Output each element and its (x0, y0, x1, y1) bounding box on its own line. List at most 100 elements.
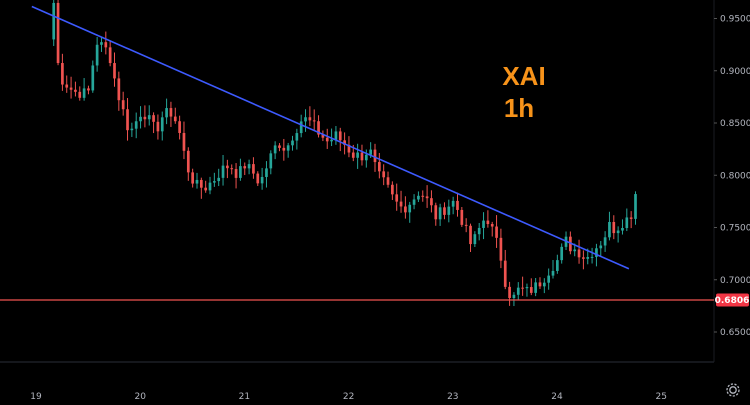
candle-body (477, 227, 481, 235)
candle-body (621, 227, 624, 231)
candle-body (573, 249, 577, 252)
candle-body (295, 133, 299, 141)
candle-body (199, 179, 203, 188)
candle-body (160, 117, 164, 132)
candle-body (273, 145, 277, 154)
candle-body (117, 78, 121, 101)
candle-body (351, 152, 355, 158)
candle-body (460, 209, 464, 225)
candle-body (321, 134, 325, 138)
candle-body (74, 89, 77, 92)
candle-body (56, 2, 60, 64)
candle-body (182, 132, 186, 151)
candle-body (538, 282, 542, 287)
candle-body (608, 221, 611, 238)
candle-body (382, 171, 386, 178)
candle-body (595, 248, 598, 257)
candle-body (399, 201, 403, 207)
candle-body (104, 42, 108, 48)
candle-body (334, 131, 338, 140)
candle-body (113, 63, 116, 79)
candle-body (186, 150, 190, 173)
candle-body (404, 206, 407, 213)
candle-body (108, 47, 112, 64)
candle-body (100, 42, 103, 45)
candle-body (243, 166, 247, 169)
candle-body (625, 217, 629, 228)
candle-body (347, 144, 351, 153)
candle-body (61, 63, 64, 85)
current-price-tag: 0.6806 (715, 293, 750, 307)
candle-body (386, 177, 390, 185)
candle-body (512, 294, 516, 299)
descending-trendline[interactable] (31, 5, 630, 270)
candle-body (599, 245, 603, 249)
candle-body (464, 224, 468, 226)
candle-body (213, 181, 216, 183)
candle-body (425, 196, 429, 199)
candle-body (577, 249, 581, 258)
candle-body (634, 194, 637, 219)
candle-body (239, 166, 242, 178)
candle-body (521, 287, 524, 289)
candle-body (547, 275, 551, 283)
candle-body (260, 176, 264, 184)
candle-body (486, 220, 490, 225)
time-tick-label: 25 (655, 392, 666, 402)
candle-body (121, 100, 125, 110)
candle-body (629, 217, 633, 219)
candle-body (52, 2, 56, 40)
candle-body (304, 117, 307, 122)
candle-body (208, 182, 212, 191)
candle-body (482, 220, 485, 228)
price-tick-label: 0.8000 (720, 171, 750, 181)
candle-body (69, 87, 73, 90)
candle-body (516, 287, 520, 295)
candle-body (364, 154, 368, 161)
candle-body (178, 121, 181, 133)
candle-body (312, 120, 316, 122)
candle-body (434, 205, 438, 220)
candle-body (343, 140, 346, 145)
candle-body (443, 207, 446, 215)
candle-body (616, 230, 620, 234)
time-tick-label: 21 (239, 392, 250, 402)
candle-body (278, 145, 281, 148)
candle-body (126, 109, 129, 131)
candle-body (391, 184, 394, 195)
time-tick-label: 22 (343, 392, 354, 402)
candle-body (256, 173, 260, 184)
candle-body (586, 257, 590, 259)
candle-body (503, 260, 507, 287)
candle-body (234, 169, 238, 178)
candle-body (134, 121, 138, 129)
candle-body (82, 88, 86, 98)
candle-body (469, 225, 472, 245)
price-tag-label: 0.6806 (715, 296, 750, 306)
candle-body (65, 84, 69, 88)
candle-body (582, 257, 585, 259)
price-tag-background (716, 293, 749, 307)
candle-body (525, 287, 529, 289)
candle-body (226, 165, 229, 169)
candle-body (308, 117, 312, 121)
price-tick-label: 0.6500 (720, 328, 750, 338)
candle-body (265, 168, 268, 177)
candle-body (508, 286, 511, 299)
candle-body (204, 187, 208, 191)
candle-body (529, 287, 533, 293)
candle-body (412, 199, 416, 205)
candle-body (534, 282, 537, 293)
candle-body (408, 204, 412, 213)
candle-body (191, 172, 194, 184)
price-axis[interactable]: 0.9500 0.9000 0.8500 0.8000 0.7500 0.7000 0.65… (714, 15, 750, 339)
settings-gear-icon[interactable] (726, 383, 740, 397)
candle-body (195, 179, 199, 184)
candle-body (87, 88, 90, 91)
candle-body (499, 237, 503, 261)
time-axis[interactable]: 19 20 21 22 23 24 25 (30, 392, 667, 402)
candle-body (130, 128, 134, 131)
candle-body (360, 152, 364, 161)
candle-body (542, 282, 546, 287)
